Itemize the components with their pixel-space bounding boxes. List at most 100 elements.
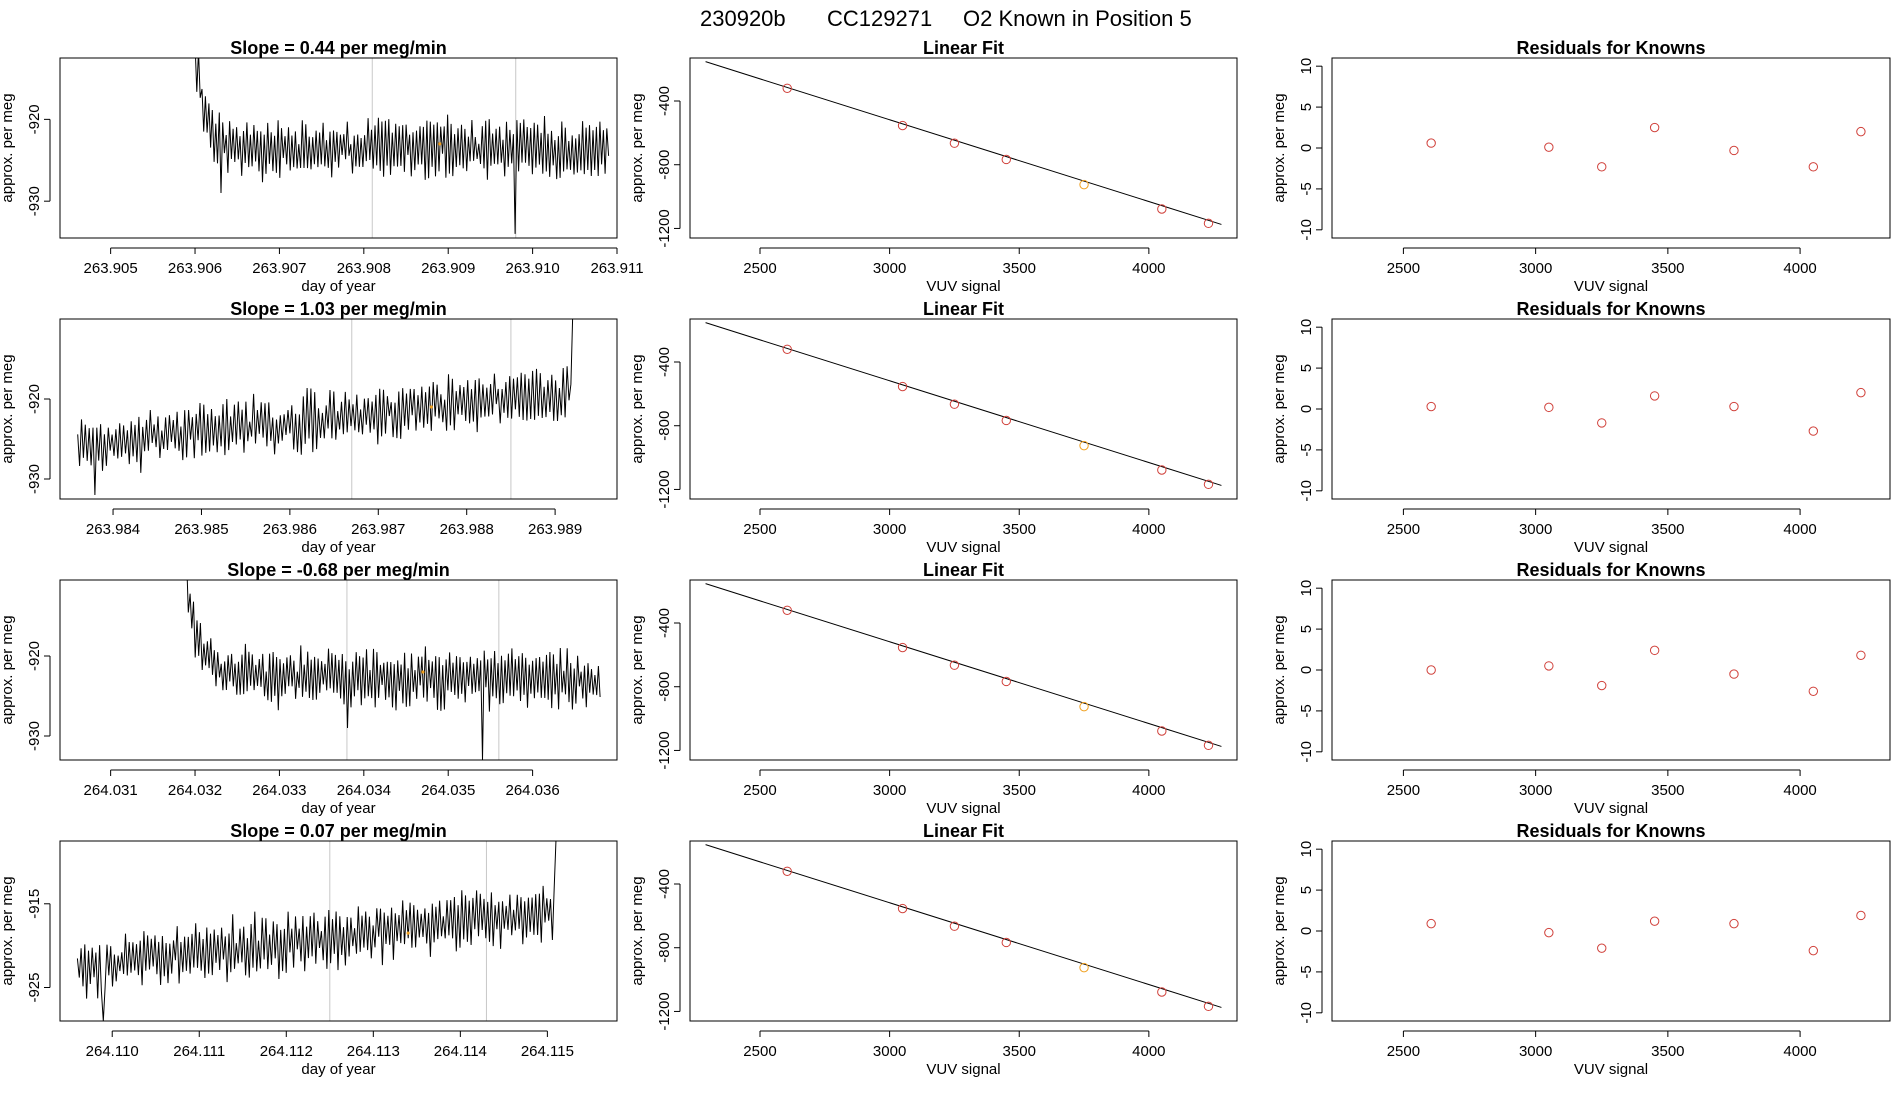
panel-3: 2500 3000 3500 4000 VUV signal 10 5 0 -5 -10 appro… <box>1271 38 1891 295</box>
x-tick-label: 4000 <box>1132 260 1165 277</box>
data-point <box>1203 218 1214 229</box>
y-axis-label: approx. per meg <box>629 354 646 463</box>
y-axis-label: approx. per meg <box>629 876 646 985</box>
plot-area <box>186 580 601 760</box>
plot-frame <box>59 840 618 1022</box>
y-axis-label: approx. per meg <box>0 876 16 985</box>
y-axis-label: approx. per meg <box>1271 615 1288 724</box>
plot-area <box>705 844 1222 1012</box>
data-point <box>949 138 960 148</box>
fit-line <box>705 322 1222 486</box>
y-axis: 10 5 0 -5 -10 approx. per meg <box>1271 58 1323 241</box>
y-tick-label: 10 <box>1298 841 1315 858</box>
x-tick-label: 4000 <box>1783 782 1816 799</box>
x-tick-label: 263.984 <box>86 521 140 538</box>
x-tick-label: 3500 <box>1651 1043 1684 1060</box>
panel-8: 2500 3000 3500 4000 VUV signal -400 -800 -1200 a… <box>629 560 1238 817</box>
x-axis-label: day of year <box>301 278 375 295</box>
x-tick-label: 3500 <box>1651 521 1684 538</box>
x-tick-label: 4000 <box>1132 1043 1165 1060</box>
y-axis: -400 -800 -1200 approx. per meg <box>629 869 681 1031</box>
x-tick-label: 263.986 <box>263 521 317 538</box>
data-point <box>1729 918 1739 929</box>
highlight-point <box>1079 179 1089 190</box>
x-tick-label: 3000 <box>873 260 906 277</box>
x-tick-label: 263.989 <box>528 521 582 538</box>
x-tick-label: 264.113 <box>347 1043 400 1060</box>
x-tick-label: 264.032 <box>168 782 222 799</box>
data-point <box>782 344 792 354</box>
figure-title-description: O2 Known in Position 5 <box>963 6 1192 31</box>
data-point <box>782 83 792 93</box>
plot-frame <box>689 318 1238 500</box>
data-point <box>1544 661 1554 671</box>
data-point <box>1649 122 1660 133</box>
y-tick-label: -1200 <box>656 209 673 247</box>
y-tick-label: -800 <box>656 411 673 441</box>
plot-area <box>1426 645 1866 696</box>
x-axis-label: VUV signal <box>926 800 1000 817</box>
x-tick-label: 2500 <box>1387 782 1420 799</box>
plot-frame <box>59 318 618 500</box>
x-tick-label: 3000 <box>873 521 906 538</box>
panel-title: Slope = 0.44 per meg/min <box>230 38 447 58</box>
x-tick-label: 3500 <box>1651 260 1684 277</box>
panel-title: Residuals for Knowns <box>1516 38 1705 58</box>
x-tick-label: 2500 <box>1387 1043 1420 1060</box>
y-tick-label: -10 <box>1298 480 1315 502</box>
data-point <box>1856 650 1866 660</box>
y-axis: 10 5 0 -5 -10 approx. per meg <box>1271 841 1323 1024</box>
data-point <box>1808 162 1819 172</box>
data-point <box>1001 154 1011 165</box>
x-tick-label: 3000 <box>1519 260 1552 277</box>
data-point <box>1426 138 1436 148</box>
data-point <box>1426 665 1436 675</box>
y-tick-label: -800 <box>656 933 673 963</box>
x-axis-label: day of year <box>301 800 375 817</box>
highlight-point <box>1079 962 1089 973</box>
plot-area <box>195 58 610 238</box>
y-tick-label: -400 <box>656 347 673 377</box>
x-axis: 2500 3000 3500 4000 VUV signal <box>743 247 1166 295</box>
data-point <box>1001 937 1011 948</box>
data-point <box>1649 645 1660 656</box>
x-tick-label: 263.905 <box>84 260 138 277</box>
highlight-marker <box>438 142 442 146</box>
x-tick-label: 264.033 <box>252 782 306 799</box>
y-axis: 10 5 0 -5 -10 approx. per meg <box>1271 319 1323 502</box>
y-tick-label: 0 <box>1298 666 1315 674</box>
x-tick-label: 4000 <box>1132 521 1165 538</box>
data-point <box>1597 162 1607 172</box>
x-tick-label: 2500 <box>743 260 776 277</box>
data-point <box>1729 401 1739 412</box>
y-tick-label: -1200 <box>656 470 673 508</box>
data-point <box>1856 910 1866 921</box>
y-tick-label: 10 <box>1298 58 1315 75</box>
fit-line <box>705 61 1222 225</box>
data-point <box>1649 391 1660 401</box>
y-axis: -915 -925 approx. per meg <box>0 876 51 1003</box>
y-axis: 10 5 0 -5 -10 approx. per meg <box>1271 580 1323 763</box>
data-point <box>1203 479 1214 490</box>
panel-title: Residuals for Knowns <box>1516 560 1705 580</box>
x-axis: 264.031 264.032 264.033 264.034 264.035 264.0… <box>84 769 560 817</box>
x-axis: 2500 3000 3500 4000 VUV signal <box>743 1030 1166 1078</box>
plot-area <box>1426 122 1866 172</box>
plot-area <box>705 61 1222 229</box>
data-point <box>949 921 960 931</box>
y-tick-label: -930 <box>26 186 43 216</box>
x-tick-label: 263.987 <box>351 521 405 538</box>
data-trace-line <box>195 58 610 234</box>
x-tick-label: 263.908 <box>337 260 391 277</box>
y-tick-label: -400 <box>656 86 673 116</box>
panel-2: 2500 3000 3500 4000 VUV signal -400 -800 -1200 a… <box>629 38 1238 295</box>
x-tick-label: 2500 <box>743 782 776 799</box>
plot-frame <box>689 579 1238 761</box>
y-tick-label: -800 <box>656 150 673 180</box>
x-tick-label: 3000 <box>873 1043 906 1060</box>
data-point <box>782 605 792 615</box>
y-axis: -400 -800 -1200 approx. per meg <box>629 347 681 509</box>
data-point <box>1157 726 1167 736</box>
y-tick-label: 0 <box>1298 144 1315 152</box>
panel-6: 2500 3000 3500 4000 VUV signal 10 5 0 -5 -10 appro… <box>1271 299 1891 556</box>
